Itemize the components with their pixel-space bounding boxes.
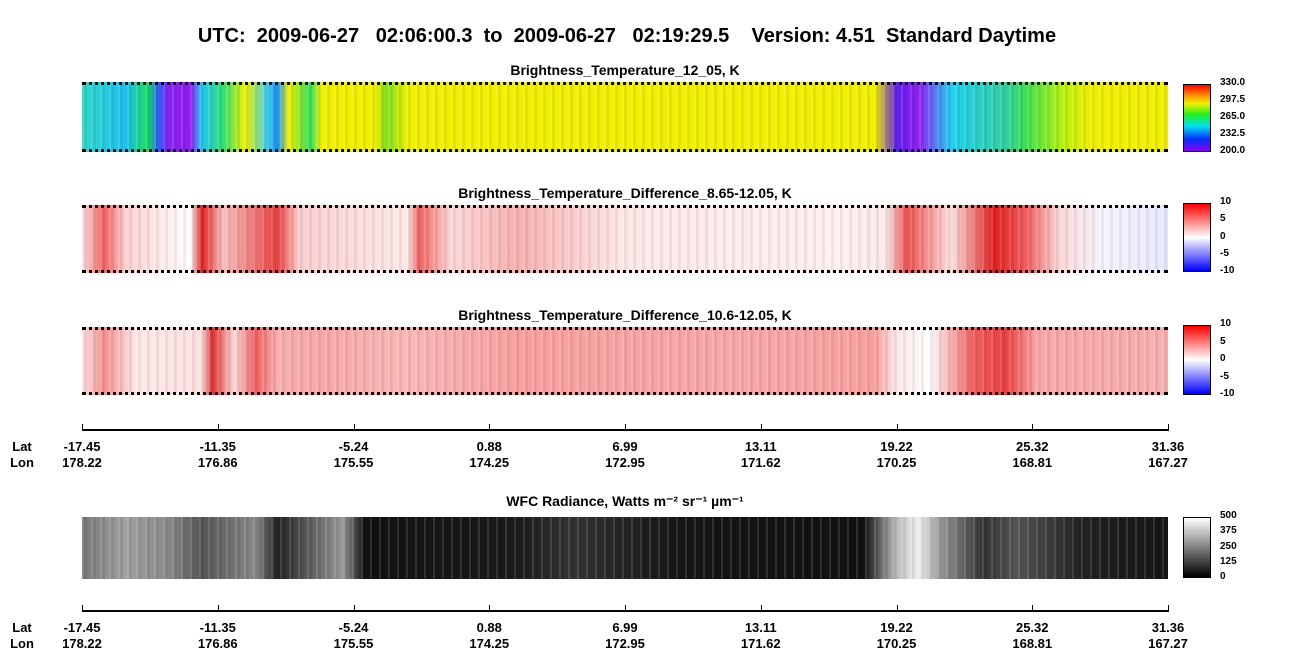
lat-tick-label: 0.88 [476,620,502,635]
lat-tick-label: -5.24 [338,620,369,635]
colorbar-tick-label: 297.5 [1220,94,1246,105]
lat-tick-label: 31.36 [1151,439,1185,454]
lat-tick-label: -17.45 [63,439,101,454]
axis-tick [625,424,626,430]
colorbar [1183,84,1211,152]
colorbar-tick-label: 125 [1220,555,1237,567]
axis-tick [896,605,898,611]
axis-tick [1168,605,1169,611]
colorbar-tick-label: -10 [1220,265,1235,276]
colorbar-tick-label: 5 [1220,335,1226,347]
colorbar [1183,517,1211,578]
colorbar-tick-label: 375 [1220,525,1237,537]
colorbar-tick-label: 10 [1220,196,1232,207]
lon-tick-label: 178.22 [62,636,102,651]
colorbar-tick-label: 5 [1220,213,1226,225]
lat-tick-label: -17.45 [63,620,101,635]
lon-tick-label: 175.55 [333,636,374,651]
lat-tick-label: -11.35 [199,439,236,454]
lon-tick-label: 170.25 [876,455,917,470]
axis-tick [760,605,762,611]
axis-tick [489,424,491,430]
colorbar-tick-label: 250 [1220,540,1237,552]
colorbar-tick-label: 0 [1220,571,1226,582]
lat-tick-label: 0.88 [476,439,502,454]
lon-tick-label: 172.95 [605,636,645,651]
btd865-image [82,205,1168,273]
axis-tick [353,605,355,611]
lon-tick-label: 174.25 [469,636,510,651]
bt12-image [82,82,1168,152]
lon-tick-label: 175.55 [333,455,374,470]
colorbar-tick-label: 200.0 [1220,145,1246,156]
lon-tick-label: 168.81 [1012,636,1053,651]
lon-tick-label: 168.81 [1012,455,1053,470]
colorbar-tick-label: 0 [1220,230,1226,242]
colorbar-tick-label: -10 [1220,388,1235,399]
lat-tick-label: -11.35 [199,620,236,635]
colorbar-tick-label: 265.0 [1220,111,1246,122]
lon-tick-label: 170.25 [876,636,917,651]
lat-tick-label: 19.22 [880,439,913,454]
lat-tick-label: 31.36 [1151,620,1185,635]
axis-line [82,610,1169,612]
axis-tick [217,424,219,430]
axis-tick [82,424,83,430]
lat-tick-label: 13.11 [744,439,777,454]
lon-tick-label: 174.25 [469,455,510,470]
lat-tick-label: 25.32 [1015,620,1049,635]
lon-tick-label: 178.22 [62,455,102,470]
axis-tick [1168,424,1169,430]
colorbar-tick-label: 330.0 [1220,77,1246,88]
lat-tick-label: 25.32 [1015,439,1049,454]
axis-tick [625,605,626,611]
lon-tick-label: 167.27 [1148,636,1188,651]
btd106-image [82,327,1168,395]
axis-tick [82,605,83,611]
axis-label: Lat [12,439,32,454]
lon-tick-label: 167.27 [1148,455,1188,470]
axis-tick [489,605,491,611]
panel-title: WFC Radiance, Watts m⁻² sr⁻¹ µm⁻¹ [506,493,744,509]
axis-tick [1032,605,1034,611]
axis-tick [896,424,898,430]
lon-tick-label: 171.62 [740,455,781,470]
lat-tick-label: 6.99 [612,439,638,454]
lon-tick-label: 171.62 [740,636,781,651]
lon-tick-label: 176.86 [197,636,238,651]
lat-tick-label: -5.24 [338,439,369,454]
lat-tick-label: 19.22 [880,620,913,635]
lon-tick-label: 172.95 [605,455,645,470]
axis-label: Lon [10,636,34,651]
main-title: UTC: 2009-06-27 02:06:00.3 to 2009-06-27… [197,25,1057,47]
colorbar-tick-label: -5 [1220,247,1229,259]
axis-line [82,429,1169,431]
colorbar-tick-label: 10 [1220,318,1232,329]
axis-tick [217,605,219,611]
lat-tick-label: 13.11 [744,620,777,635]
panel-title: Brightness_Temperature_Difference_8.65-1… [458,185,792,201]
colorbar-tick-label: 0 [1220,353,1226,364]
colorbar-tick-label: 232.5 [1220,128,1246,139]
axis-label: Lat [12,620,32,635]
axis-tick [760,424,762,430]
wfc-image [82,517,1168,579]
panel-title: Brightness_Temperature_12_05, K [510,62,740,78]
axis-label: Lon [10,455,34,470]
axis-tick [353,424,355,430]
axis-tick [1032,424,1034,430]
lat-tick-label: 6.99 [612,620,638,635]
colorbar [1183,203,1211,272]
colorbar [1183,325,1211,395]
colorbar-tick-label: 500 [1220,510,1237,521]
lon-tick-label: 176.86 [197,455,238,470]
panel-title: Brightness_Temperature_Difference_10.6-1… [458,307,792,323]
colorbar-tick-label: -5 [1220,370,1229,382]
